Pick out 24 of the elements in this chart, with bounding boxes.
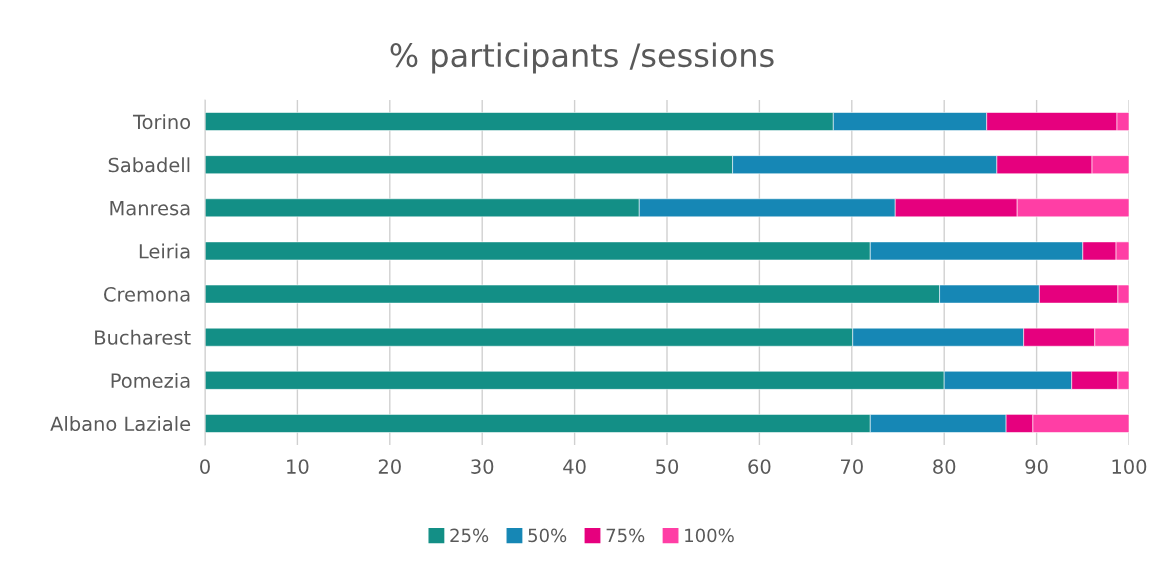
legend-label: 50% bbox=[528, 528, 567, 543]
x-tick-label: 90 bbox=[1025, 459, 1048, 474]
x-tick-label: 60 bbox=[748, 459, 771, 474]
x-tick-label: 80 bbox=[933, 459, 956, 474]
y-tick-label: Manresa bbox=[110, 201, 190, 216]
y-tick-label: Pomezia bbox=[111, 372, 190, 388]
legend-label: 100% bbox=[685, 528, 734, 543]
x-tick-label: 70 bbox=[841, 459, 863, 474]
legend-label: 25% bbox=[450, 528, 489, 543]
x-tick-label: 50 bbox=[656, 459, 679, 474]
x-tick-label: 10 bbox=[287, 459, 309, 474]
legend-label: 75% bbox=[606, 528, 645, 543]
chart-title: % participants /sessions bbox=[390, 42, 774, 74]
y-tick-label: Sabadell bbox=[108, 157, 190, 173]
y-tick-label: Cremona bbox=[104, 287, 190, 302]
x-tick-label: 40 bbox=[563, 459, 586, 474]
x-tick-label: 30 bbox=[471, 459, 494, 474]
y-tick-label: Albano Laziale bbox=[50, 416, 191, 432]
x-tick-label: 100 bbox=[1112, 459, 1147, 474]
x-tick-label: 20 bbox=[378, 459, 401, 474]
y-tick-label: Leiria bbox=[139, 243, 190, 259]
x-tick-label: 0 bbox=[200, 459, 210, 474]
y-tick-label: Bucharest bbox=[95, 329, 191, 345]
y-tick-label: Torino bbox=[132, 114, 191, 130]
